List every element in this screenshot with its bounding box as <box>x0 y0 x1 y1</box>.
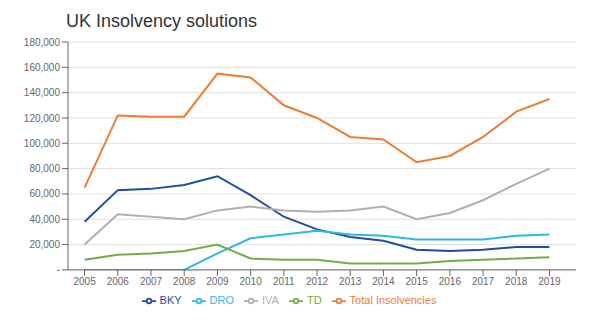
svg-text:2017: 2017 <box>472 276 495 287</box>
html-text:DRO: DRO <box>209 293 234 306</box>
svg-text:80,000: 80,000 <box>29 163 60 174</box>
svg-text:2007: 2007 <box>140 276 163 287</box>
svg-text:2010: 2010 <box>239 276 262 287</box>
svg-text:2009: 2009 <box>206 276 229 287</box>
svg-text:20,000: 20,000 <box>29 239 60 250</box>
svg-text:2013: 2013 <box>339 276 362 287</box>
svg-text:2005: 2005 <box>73 276 96 287</box>
svg-text:2006: 2006 <box>107 276 130 287</box>
svg-text:180,000: 180,000 <box>24 37 61 48</box>
svg-text:2019: 2019 <box>538 276 561 287</box>
svg-text:2016: 2016 <box>439 276 462 287</box>
html-text:IVA: IVA <box>262 293 279 306</box>
svg-text:60,000: 60,000 <box>29 188 60 199</box>
svg-text:2014: 2014 <box>372 276 395 287</box>
svg-text:140,000: 140,000 <box>24 87 61 98</box>
svg-text:2011: 2011 <box>273 276 295 287</box>
svg-text:160,000: 160,000 <box>24 62 61 73</box>
svg-text:2012: 2012 <box>306 276 329 287</box>
svg-text:120,000: 120,000 <box>24 113 61 124</box>
svg-text:2008: 2008 <box>173 276 196 287</box>
svg-text:2018: 2018 <box>505 276 528 287</box>
html-text:UK Insolvency solutions: UK Insolvency solutions <box>66 11 258 31</box>
svg-text:40,000: 40,000 <box>29 214 60 225</box>
svg-text:-: - <box>57 264 60 275</box>
svg-text:100,000: 100,000 <box>24 138 61 149</box>
html-text:BKY: BKY <box>159 293 182 306</box>
html-text:Total Insolvencies: Total Insolvencies <box>349 293 437 306</box>
html-text:TD: TD <box>306 293 322 306</box>
svg-text:2015: 2015 <box>406 276 429 287</box>
